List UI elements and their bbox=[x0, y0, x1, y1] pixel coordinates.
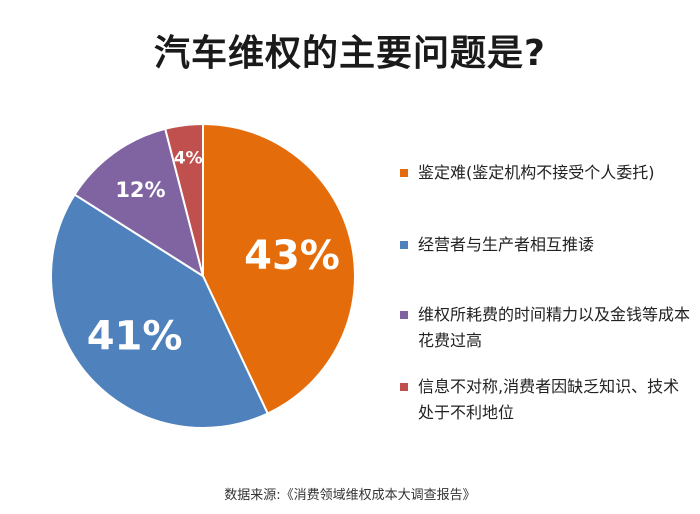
legend-item-info-asymmetry: 信息不对称,消费者因缺乏知识、技术处于不利地位 bbox=[400, 374, 690, 426]
legend-swatch-appraisal bbox=[400, 169, 408, 177]
legend-label-cost: 维权所耗费的时间精力以及金钱等成本花费过高 bbox=[418, 305, 691, 350]
source-note: 数据来源:《消费领域维权成本大调查报告》 bbox=[224, 488, 476, 503]
legend-item-buck-passing: 经营者与生产者相互推诿 bbox=[400, 232, 690, 258]
legend-item-appraisal: 鉴定难(鉴定机构不接受个人委托) bbox=[400, 160, 690, 186]
pie-label-cost: 12% bbox=[115, 178, 165, 202]
pie-label-appraisal: 43% bbox=[244, 233, 340, 279]
pie-slice-appraisal bbox=[202, 122, 356, 415]
legend-item-cost: 维权所耗费的时间精力以及金钱等成本花费过高 bbox=[400, 302, 690, 354]
legend-label-info-asymmetry: 信息不对称,消费者因缺乏知识、技术处于不利地位 bbox=[418, 377, 680, 422]
pie-slice-info-asymmetry bbox=[163, 122, 204, 277]
pie-slice-cost bbox=[73, 127, 205, 279]
legend-swatch-info-asymmetry bbox=[400, 383, 408, 391]
pie-label-info-asymmetry: 4% bbox=[174, 148, 203, 168]
pie-slice-buck-passing bbox=[50, 193, 270, 429]
chart-title: 汽车维权的主要问题是? bbox=[154, 33, 546, 74]
legend-label-appraisal: 鉴定难(鉴定机构不接受个人委托) bbox=[418, 163, 655, 182]
legend-label-buck-passing: 经营者与生产者相互推诿 bbox=[418, 235, 595, 254]
legend-swatch-cost bbox=[400, 311, 408, 319]
pie-label-buck-passing: 41% bbox=[87, 313, 183, 359]
legend-swatch-buck-passing bbox=[400, 241, 408, 249]
